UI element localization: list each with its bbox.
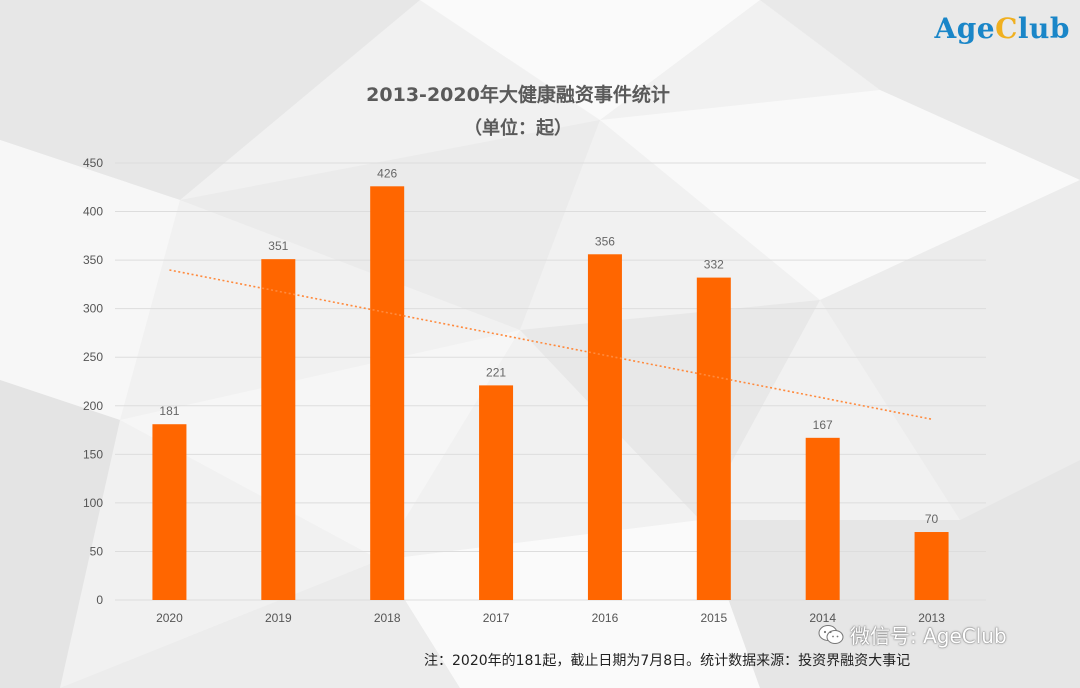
bar-series: [152, 186, 949, 601]
x-tick-label-2018: 2018: [374, 611, 401, 625]
x-tick-label-2013: 2013: [918, 611, 945, 625]
trend-line: [169, 269, 932, 420]
y-tick-label: 300: [83, 302, 103, 316]
data-label-2017: 221: [486, 365, 506, 379]
chart-grid: [115, 162, 986, 601]
y-tick-label: 50: [90, 544, 104, 558]
data-label-2014: 167: [813, 418, 833, 432]
bar-2015: [696, 277, 731, 600]
bar-2019: [261, 259, 296, 600]
x-tick-label-2017: 2017: [483, 611, 510, 625]
data-label-2019: 351: [268, 239, 288, 253]
data-label-2016: 356: [595, 234, 615, 248]
y-tick-label: 450: [83, 156, 103, 170]
wechat-label: 微信号: AgeClub: [850, 624, 1007, 648]
data-label-2015: 332: [704, 258, 724, 272]
bar-2020: [152, 424, 187, 600]
bar-2016: [587, 254, 622, 601]
y-axis: 0 50 100 150 200 250 300 350 400 450: [83, 156, 103, 607]
bar-2017: [479, 385, 514, 600]
bar-2013: [914, 532, 949, 600]
wechat-watermark: 微信号: AgeClub: [818, 620, 1007, 649]
data-label-2013: 70: [925, 512, 939, 526]
chart-title: 2013-2020年大健康融资事件统计: [366, 84, 670, 106]
bar-2014: [805, 437, 840, 600]
x-tick-label-2016: 2016: [592, 611, 619, 625]
y-tick-label: 150: [83, 447, 103, 461]
data-labels: 181 351 426 221 356 332 167 70: [159, 166, 938, 526]
data-label-2020: 181: [159, 404, 179, 418]
x-axis: 2020 2019 2018 2017 2016 2015 2014 2013: [156, 611, 945, 625]
y-tick-label: 350: [83, 253, 103, 267]
chart-subtitle: （单位：起）: [464, 118, 572, 139]
wechat-icon: [818, 624, 844, 644]
y-tick-label: 0: [96, 593, 103, 607]
x-tick-label-2019: 2019: [265, 611, 292, 625]
footnote: 注：2020年的181起，截止日期为7月8日。统计数据来源：投资界融资大事记: [424, 653, 911, 669]
bar-2018: [370, 186, 405, 600]
y-tick-label: 250: [83, 350, 103, 364]
y-tick-label: 200: [83, 399, 103, 413]
x-tick-label-2015: 2015: [700, 611, 727, 625]
x-tick-label-2020: 2020: [156, 611, 183, 625]
y-tick-label: 100: [83, 496, 103, 510]
ageclub-logo: AgeClub: [934, 12, 1070, 45]
x-tick-label-2014: 2014: [809, 611, 836, 625]
y-tick-label: 400: [83, 205, 103, 219]
data-label-2018: 426: [377, 166, 397, 180]
